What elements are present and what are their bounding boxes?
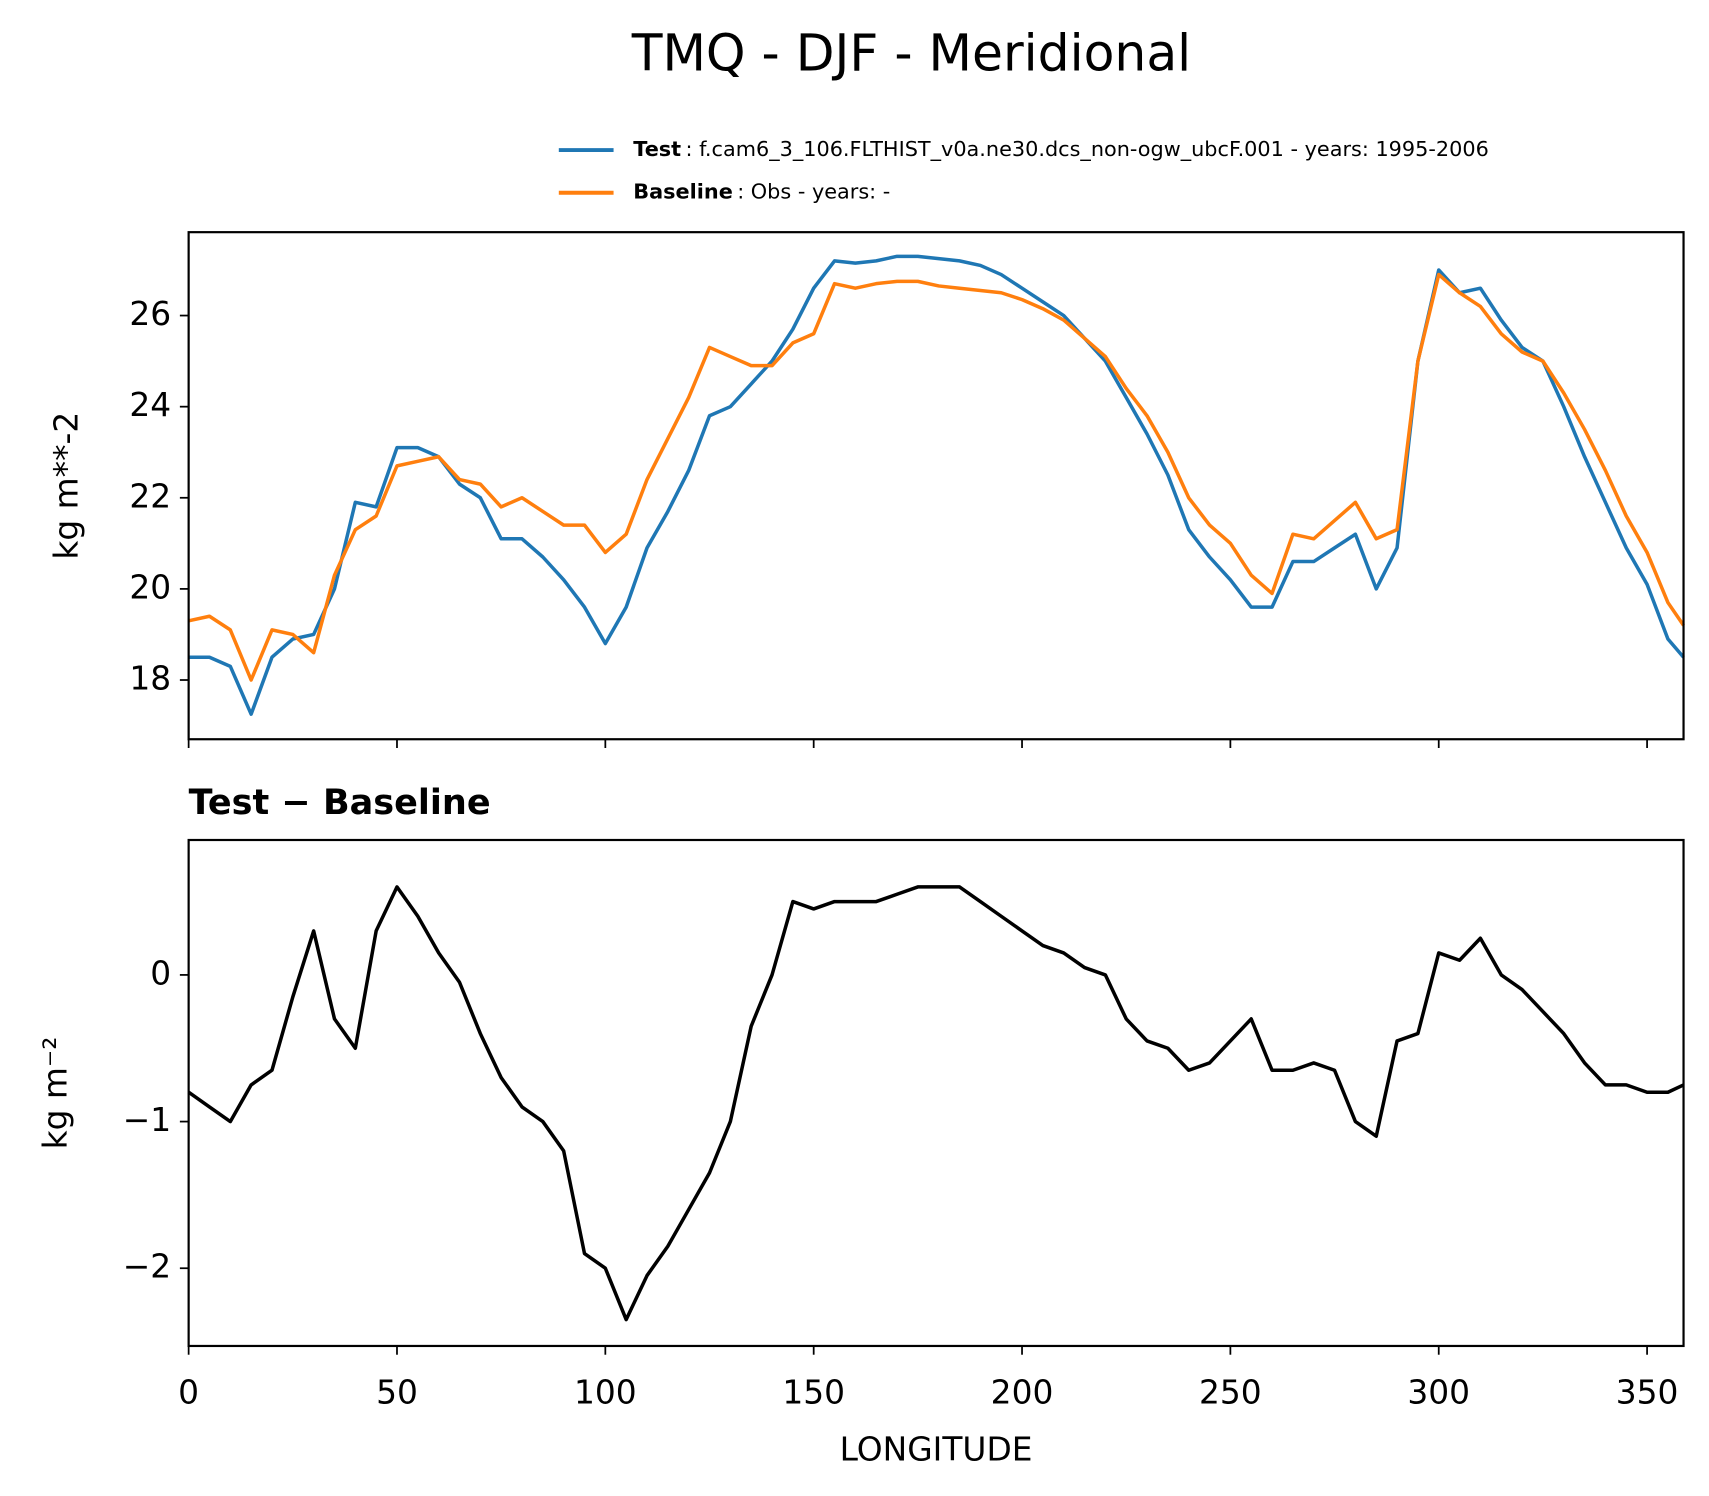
x-tick-label: 150 — [782, 1374, 845, 1412]
y-tick-label: 18 — [129, 660, 171, 698]
y-tick-label: −2 — [123, 1248, 171, 1286]
legend-name: Test — [633, 137, 681, 161]
x-tick-label: 100 — [574, 1374, 637, 1412]
y-axis-label: kg m⁻² — [37, 1037, 75, 1150]
subplot-title: Test − Baseline — [189, 782, 491, 823]
x-tick-label: 250 — [1199, 1374, 1262, 1412]
y-tick-label: −1 — [123, 1101, 171, 1139]
y-tick-label: 26 — [129, 295, 171, 333]
legend-description: : f.cam6_3_106.FLTHIST_v0a.ne30.dcs_non-… — [686, 137, 1489, 161]
legend-description: : Obs - years: - — [737, 180, 890, 204]
plot-frame — [187, 231, 1685, 741]
y-axis-label: kg m**-2 — [48, 412, 86, 560]
x-tick-label: 0 — [178, 1374, 199, 1412]
y-tick-label: 22 — [129, 477, 171, 515]
figure-title: TMQ - DJF - Meridional — [631, 23, 1192, 82]
y-tick-label: 24 — [129, 386, 171, 424]
x-tick-label: 200 — [991, 1374, 1054, 1412]
legend-label: Baseline: Obs - years: - — [633, 180, 890, 204]
data-line — [188, 272, 1685, 682]
plot-frame — [187, 838, 1685, 1348]
x-tick-label: 300 — [1407, 1374, 1470, 1412]
x-tick-label: 50 — [376, 1374, 418, 1412]
legend-name: Baseline — [633, 180, 733, 204]
x-axis-label: LONGITUDE — [840, 1431, 1033, 1469]
y-tick-label: 0 — [150, 954, 171, 992]
y-tick-label: 20 — [129, 568, 171, 606]
data-line — [187, 885, 1685, 1322]
legend-label: Test: f.cam6_3_106.FLTHIST_v0a.ne30.dcs_… — [633, 137, 1489, 161]
x-tick-label: 350 — [1616, 1374, 1679, 1412]
